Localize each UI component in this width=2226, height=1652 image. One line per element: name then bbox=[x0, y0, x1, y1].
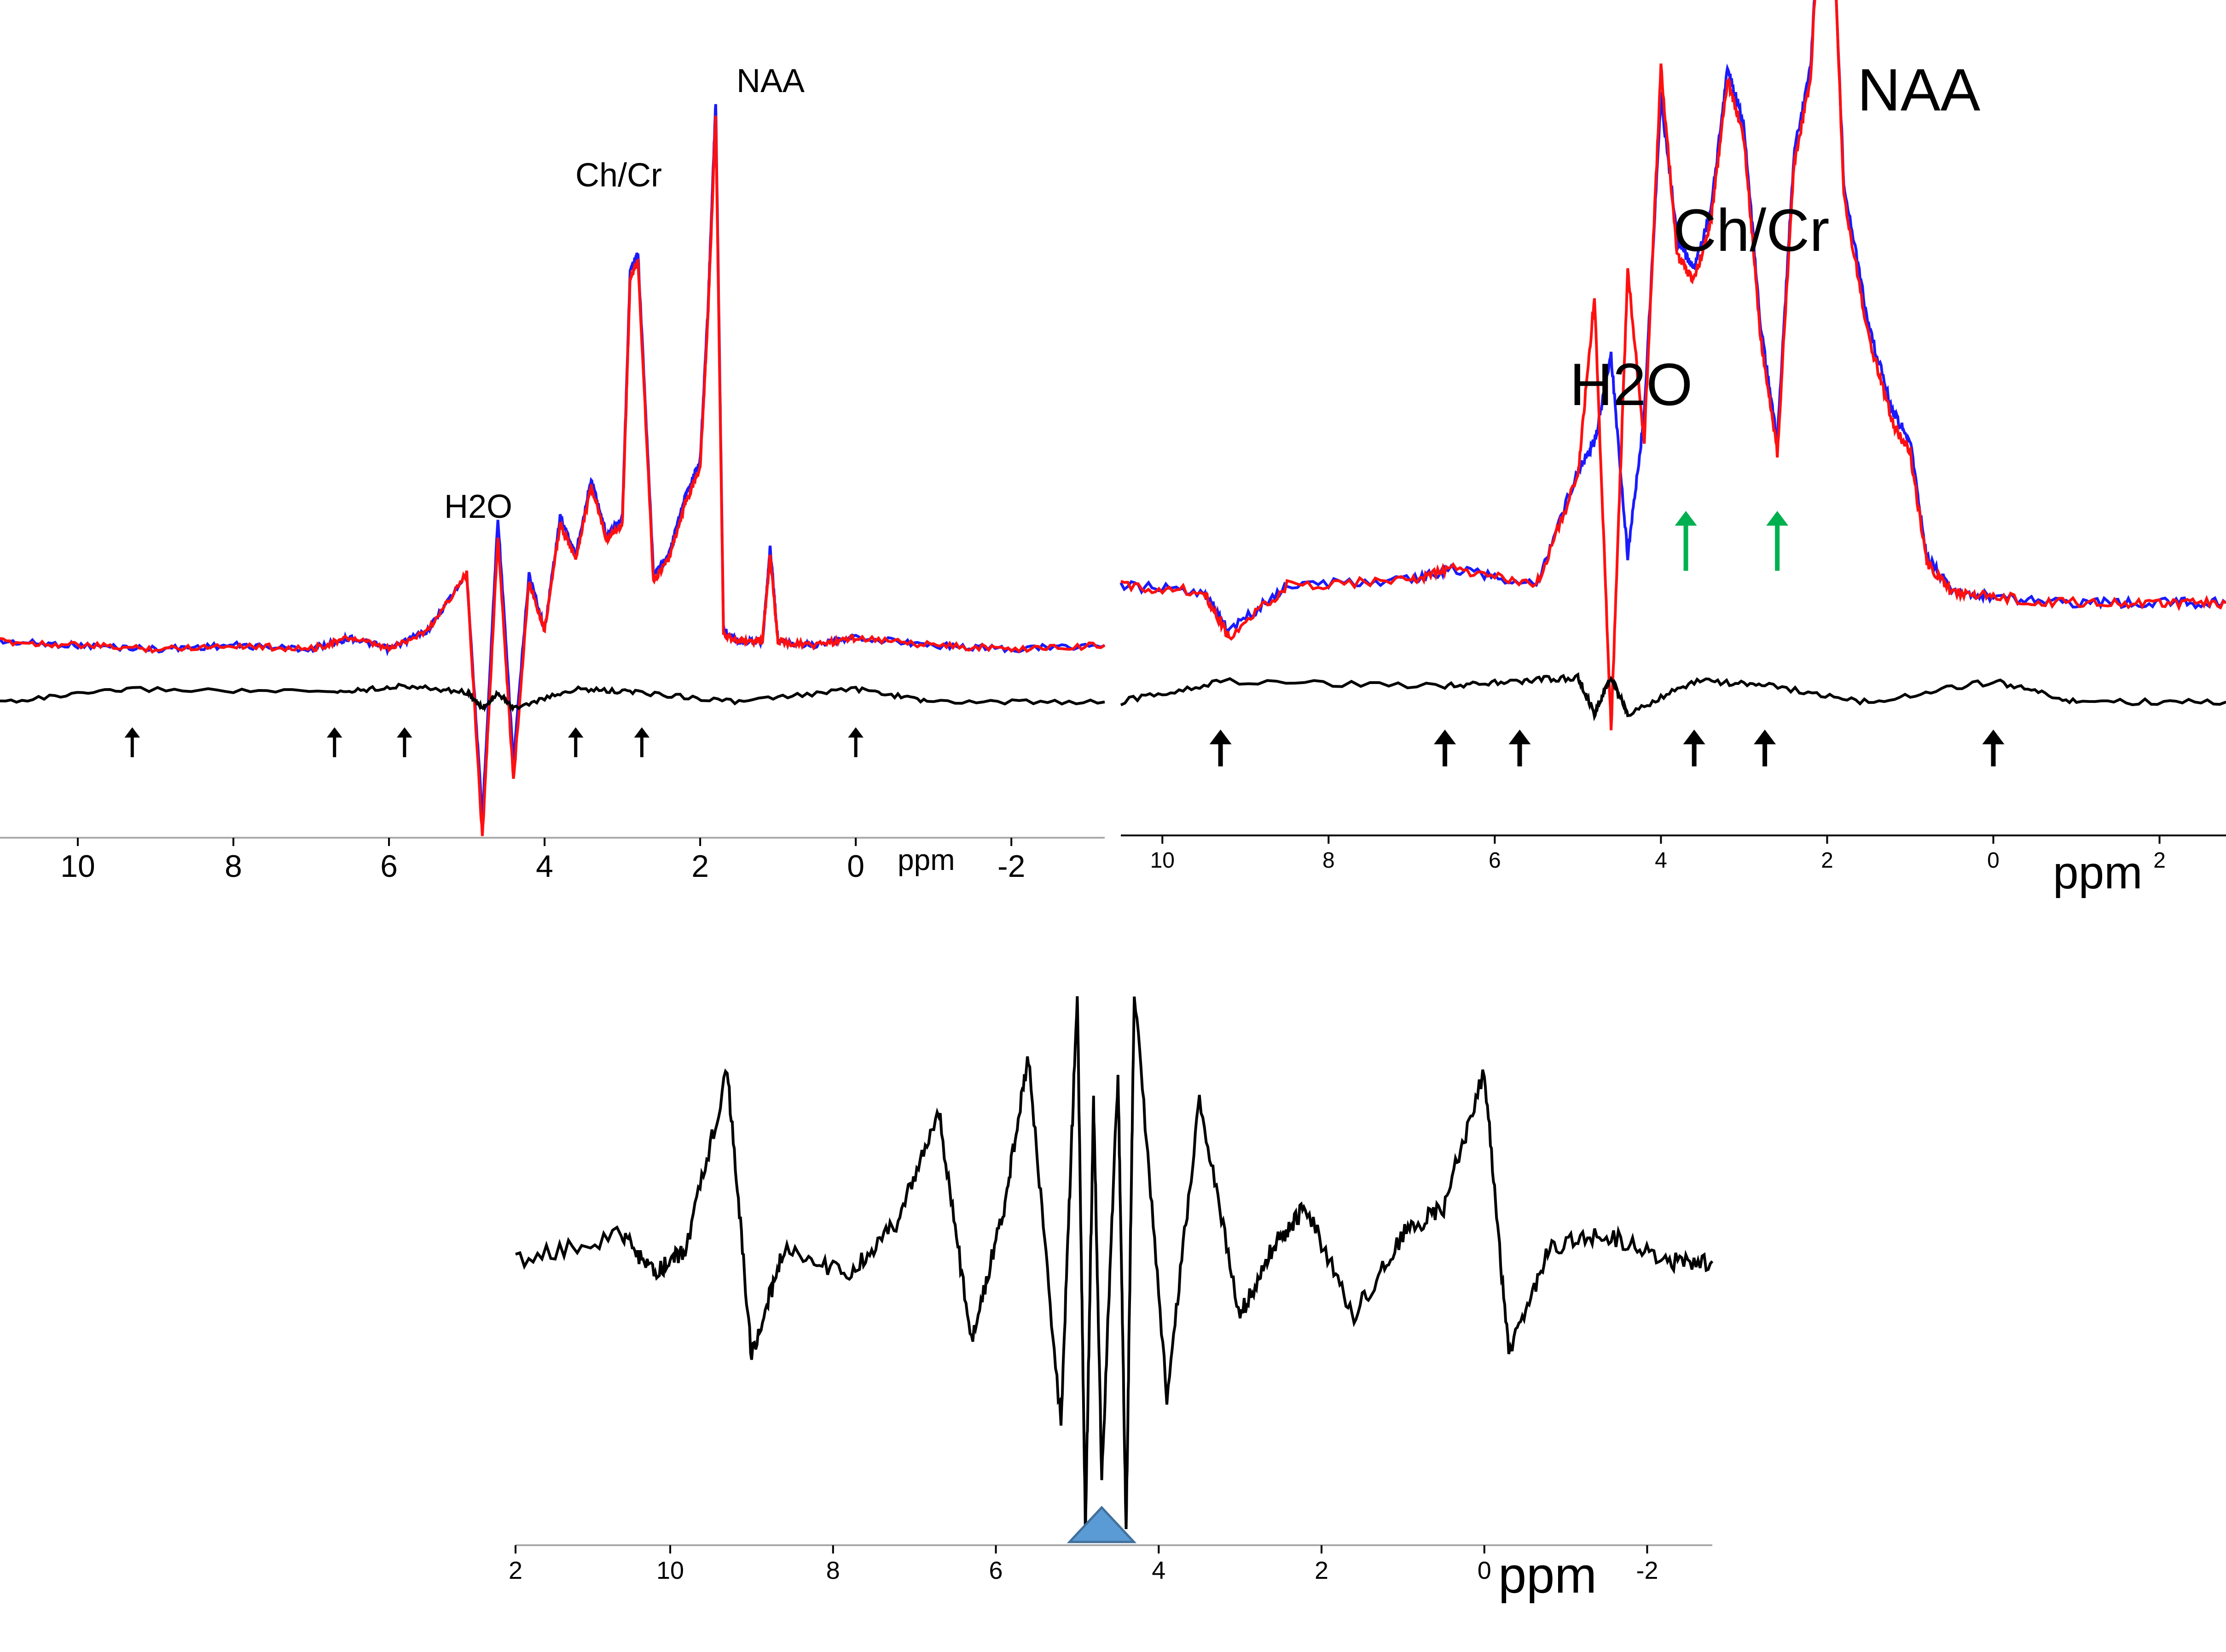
x-tick-label: 4 bbox=[1152, 1557, 1165, 1584]
x-tick-label: 6 bbox=[989, 1557, 1003, 1584]
x-tick-label: 8 bbox=[225, 849, 242, 884]
top-right-green-arrows bbox=[1675, 511, 1789, 571]
bottom-x-ticks: 2 10 8 6 4 2 0 -2 bbox=[509, 1545, 1658, 1584]
bottom-ppm-label: ppm bbox=[1498, 1547, 1597, 1604]
black-arrow-head bbox=[848, 727, 864, 738]
x-tick-label: 6 bbox=[1489, 848, 1501, 873]
x-tick-label: 2 bbox=[1315, 1557, 1328, 1584]
bottom-difference-trace bbox=[515, 996, 1714, 1542]
x-tick-label: 2 bbox=[1821, 848, 1833, 873]
black-arrow-head bbox=[634, 727, 650, 738]
black-arrow-head bbox=[568, 727, 584, 738]
black-arrow-head bbox=[1508, 730, 1531, 744]
top-right-spectrum-blue bbox=[1119, 0, 2226, 636]
panel-top-right: 10 8 6 4 2 0 2 NAA Ch/Cr H2O ppm bbox=[1119, 0, 2226, 898]
black-arrow-head bbox=[124, 727, 140, 738]
top-right-h2o-label: H2O bbox=[1570, 351, 1693, 418]
x-tick-label: 10 bbox=[656, 1557, 684, 1584]
top-left-arrows bbox=[124, 727, 864, 757]
top-right-naa-label: NAA bbox=[1857, 56, 1981, 123]
top-right-arrows bbox=[1209, 730, 2005, 766]
top-left-ppm-label: ppm bbox=[898, 843, 955, 876]
x-tick-label: 8 bbox=[1322, 848, 1335, 873]
x-tick-label: 8 bbox=[826, 1557, 840, 1584]
top-left-x-ticks: 10 8 6 4 2 0 -2 bbox=[60, 838, 1025, 884]
black-arrow-head bbox=[326, 727, 342, 738]
x-tick-label: 10 bbox=[1150, 848, 1175, 873]
top-left-naa-label: NAA bbox=[736, 63, 805, 99]
top-left-spectrum-blue bbox=[0, 104, 1106, 819]
x-tick-label: 4 bbox=[536, 849, 553, 884]
top-left-residual bbox=[0, 682, 1105, 713]
x-tick-label: 0 bbox=[847, 849, 864, 884]
top-right-ppm-label: ppm bbox=[2053, 847, 2143, 898]
x-tick-label: -2 bbox=[997, 849, 1025, 884]
x-tick-label: 2 bbox=[2153, 848, 2166, 873]
black-arrow-head bbox=[1434, 730, 1456, 744]
top-right-chcr-label: Ch/Cr bbox=[1673, 197, 1829, 264]
x-tick-label: 0 bbox=[1987, 848, 2000, 873]
green-arrow-head bbox=[1675, 511, 1697, 526]
x-tick-label: 6 bbox=[380, 849, 398, 884]
water-peak-marker-triangle bbox=[1067, 1506, 1137, 1543]
top-left-h2o-label: H2O bbox=[444, 488, 512, 525]
x-tick-label: 4 bbox=[1655, 848, 1667, 873]
top-left-spectrum-red bbox=[0, 116, 1106, 836]
top-right-residual bbox=[1120, 672, 2226, 722]
top-right-spectrum-red bbox=[1120, 0, 2226, 730]
panel-top-left: 10 8 6 4 2 0 -2 NAA Ch/Cr H2O ppm bbox=[0, 63, 1106, 884]
panel-bottom: 2 10 8 6 4 2 0 -2 ppm bbox=[509, 996, 1714, 1604]
top-left-chcr-label: Ch/Cr bbox=[575, 157, 662, 194]
x-tick-label: 2 bbox=[509, 1557, 522, 1584]
x-tick-label: -2 bbox=[1636, 1557, 1658, 1584]
x-tick-label: 2 bbox=[691, 849, 709, 884]
top-right-x-ticks: 10 8 6 4 2 0 2 bbox=[1150, 835, 2166, 873]
black-arrow-head bbox=[1683, 730, 1705, 744]
black-arrow-head bbox=[1754, 730, 1776, 744]
green-arrow-head bbox=[1766, 511, 1789, 526]
black-arrow-head bbox=[1209, 730, 1232, 744]
black-arrow-head bbox=[397, 727, 412, 738]
x-tick-label: 10 bbox=[60, 849, 95, 884]
x-tick-label: 0 bbox=[1478, 1557, 1491, 1584]
black-arrow-head bbox=[1982, 730, 2005, 744]
